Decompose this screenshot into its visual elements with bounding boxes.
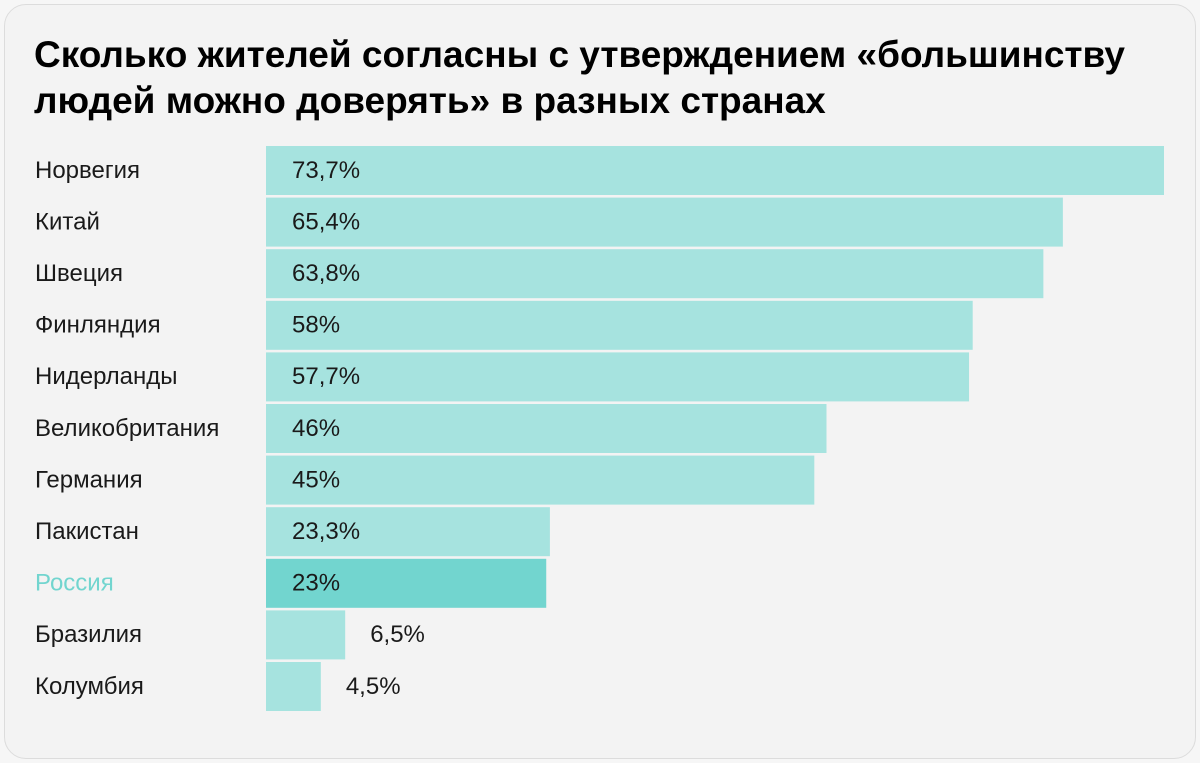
bar (266, 507, 550, 557)
category-label: Нидерланды (35, 363, 177, 390)
category-label: Финляндия (35, 312, 161, 339)
bar (266, 404, 827, 453)
value-label: 58% (292, 312, 340, 339)
value-label: 65,4% (292, 208, 360, 235)
bar (266, 197, 1063, 247)
category-label: Бразилия (35, 621, 142, 648)
value-label: 23,3% (292, 518, 360, 545)
bar (266, 455, 815, 505)
category-label: Германия (35, 466, 143, 493)
value-label: 73,7% (292, 157, 360, 184)
value-label: 63,8% (292, 260, 360, 287)
category-label: Колумбия (35, 673, 144, 700)
category-label: Норвегия (35, 157, 140, 184)
category-label: Россия (35, 570, 114, 597)
value-label: 46% (292, 415, 340, 442)
value-label: 23% (292, 570, 340, 597)
bar (266, 662, 321, 711)
chart-title: Сколько жителей согласны с утверждением … (34, 34, 1125, 121)
bar (266, 610, 346, 660)
bar (266, 249, 1044, 299)
bar (266, 300, 973, 350)
bar-highlighted (266, 558, 547, 608)
category-label: Китай (35, 208, 100, 235)
category-label: Швеция (35, 260, 123, 287)
value-label: 45% (292, 466, 340, 493)
bar (266, 146, 1164, 195)
category-label: Великобритания (35, 415, 219, 442)
value-label: 4,5% (346, 673, 401, 700)
value-label: 57,7% (292, 363, 360, 390)
category-label: Пакистан (35, 518, 139, 545)
bar (266, 352, 970, 402)
value-label: 6,5% (370, 621, 425, 648)
